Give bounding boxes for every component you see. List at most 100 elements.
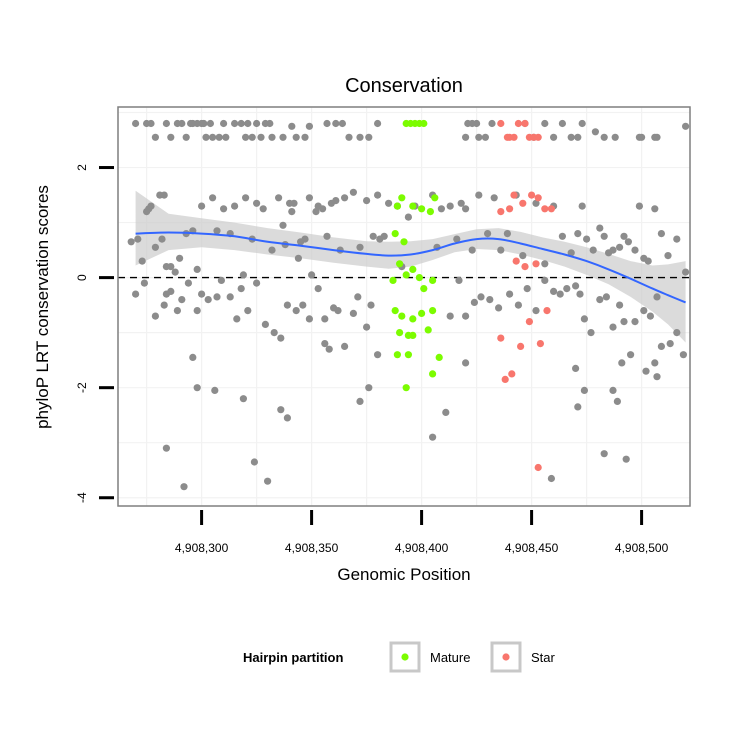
point-star [521, 263, 529, 271]
point-other [356, 243, 364, 251]
point-other [189, 353, 197, 361]
point-other [301, 235, 309, 243]
point-other [638, 133, 646, 141]
point-other [233, 315, 241, 323]
point-other [567, 249, 575, 257]
point-other [462, 205, 470, 213]
point-other [446, 202, 454, 210]
point-other [462, 133, 470, 141]
point-other [567, 133, 575, 141]
legend-label-mature: Mature [430, 650, 470, 665]
point-other [239, 395, 247, 403]
point-other [261, 320, 269, 328]
point-other [457, 199, 465, 207]
point-other [211, 386, 219, 394]
point-other [620, 232, 628, 240]
point-mature [415, 274, 423, 282]
point-other [180, 483, 188, 491]
point-other [283, 301, 291, 309]
point-other [653, 293, 661, 301]
point-other [616, 243, 624, 251]
point-other [220, 205, 228, 213]
point-other [259, 205, 267, 213]
point-other [288, 208, 296, 216]
point-other [519, 252, 527, 260]
point-star [536, 340, 545, 348]
point-other [682, 268, 690, 276]
point-other [239, 271, 247, 279]
point-other [356, 397, 364, 405]
point-mature [429, 276, 437, 284]
point-other [486, 296, 494, 304]
point-other [574, 133, 582, 141]
point-other [323, 119, 331, 128]
point-other [173, 307, 181, 315]
legend: Hairpin partition Mature Star [243, 641, 556, 673]
x-axis: 4,908,300 4,908,350 4,908,400 4,908,450 4,90… [175, 510, 669, 555]
point-other [541, 260, 549, 268]
plot-background [118, 107, 690, 506]
point-other [446, 312, 454, 320]
point-other [651, 205, 659, 213]
point-other [160, 191, 168, 199]
point-other [558, 119, 567, 128]
point-other [167, 133, 175, 141]
point-other [503, 230, 511, 238]
point-mature [393, 351, 401, 359]
point-star [497, 119, 505, 128]
point-other [294, 254, 302, 262]
point-other [349, 309, 357, 317]
point-other [140, 279, 148, 287]
point-other [162, 119, 170, 128]
point-other [640, 307, 648, 315]
point-other [541, 119, 549, 128]
point-other [171, 268, 179, 276]
point-other [682, 122, 690, 130]
point-mature [402, 271, 410, 279]
legend-title: Hairpin partition [243, 650, 343, 665]
point-other [277, 334, 285, 342]
legend-item-mature: Mature [389, 641, 470, 673]
point-other [202, 133, 210, 141]
point-other [622, 455, 630, 463]
point-other [620, 318, 628, 326]
point-mature [426, 208, 434, 216]
point-other [209, 194, 217, 202]
point-other [547, 474, 556, 483]
point-other [305, 194, 313, 202]
point-other [182, 133, 190, 141]
legend-marker-mature [401, 653, 409, 661]
point-other [198, 202, 206, 210]
point-other [268, 133, 276, 141]
point-star [510, 133, 518, 141]
point-other [178, 296, 186, 304]
point-other [644, 257, 652, 265]
point-other [653, 133, 661, 141]
point-other [587, 329, 595, 337]
point-mature [393, 202, 401, 210]
point-other [193, 384, 201, 392]
point-other [308, 271, 316, 279]
point-other [204, 296, 212, 304]
point-star [528, 191, 536, 199]
data-points [127, 119, 690, 491]
point-other [673, 235, 681, 243]
point-other [523, 285, 531, 293]
point-other [314, 285, 322, 293]
point-other [576, 290, 584, 298]
point-other [455, 276, 463, 284]
y-tick-label: -2 [75, 382, 89, 393]
smooth-trend-line [135, 231, 686, 304]
point-other [574, 230, 582, 238]
point-other [266, 119, 274, 128]
point-other [563, 285, 571, 293]
point-other [506, 290, 514, 298]
point-star [532, 260, 540, 268]
point-other [609, 323, 617, 331]
x-tick-label: 4,908,400 [395, 541, 449, 555]
point-other [653, 373, 661, 381]
point-other [292, 307, 300, 315]
point-other [589, 246, 597, 254]
point-star [519, 199, 527, 207]
point-other [613, 397, 622, 405]
